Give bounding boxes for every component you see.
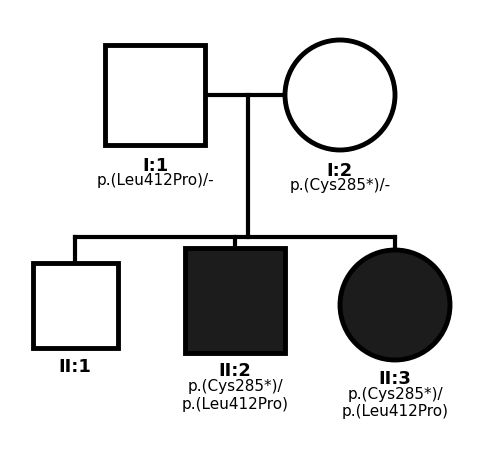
Text: II:2: II:2	[218, 363, 252, 381]
Text: p.(Cys285*)/-: p.(Cys285*)/-	[290, 178, 390, 193]
Text: II:1: II:1	[58, 357, 92, 375]
Bar	[105, 45, 205, 145]
Circle shape	[340, 250, 450, 360]
Text: p.(Cys285*)/
p.(Leu412Pro): p.(Cys285*)/ p.(Leu412Pro)	[182, 380, 288, 412]
Text: I:2: I:2	[327, 162, 353, 180]
Text: II:3: II:3	[378, 370, 412, 388]
Bar	[185, 247, 285, 352]
Text: I:1: I:1	[142, 157, 168, 175]
Circle shape	[285, 40, 395, 150]
Text: p.(Leu412Pro)/-: p.(Leu412Pro)/-	[96, 173, 214, 188]
Bar	[32, 262, 117, 348]
Text: p.(Cys285*)/
p.(Leu412Pro): p.(Cys285*)/ p.(Leu412Pro)	[342, 387, 448, 419]
